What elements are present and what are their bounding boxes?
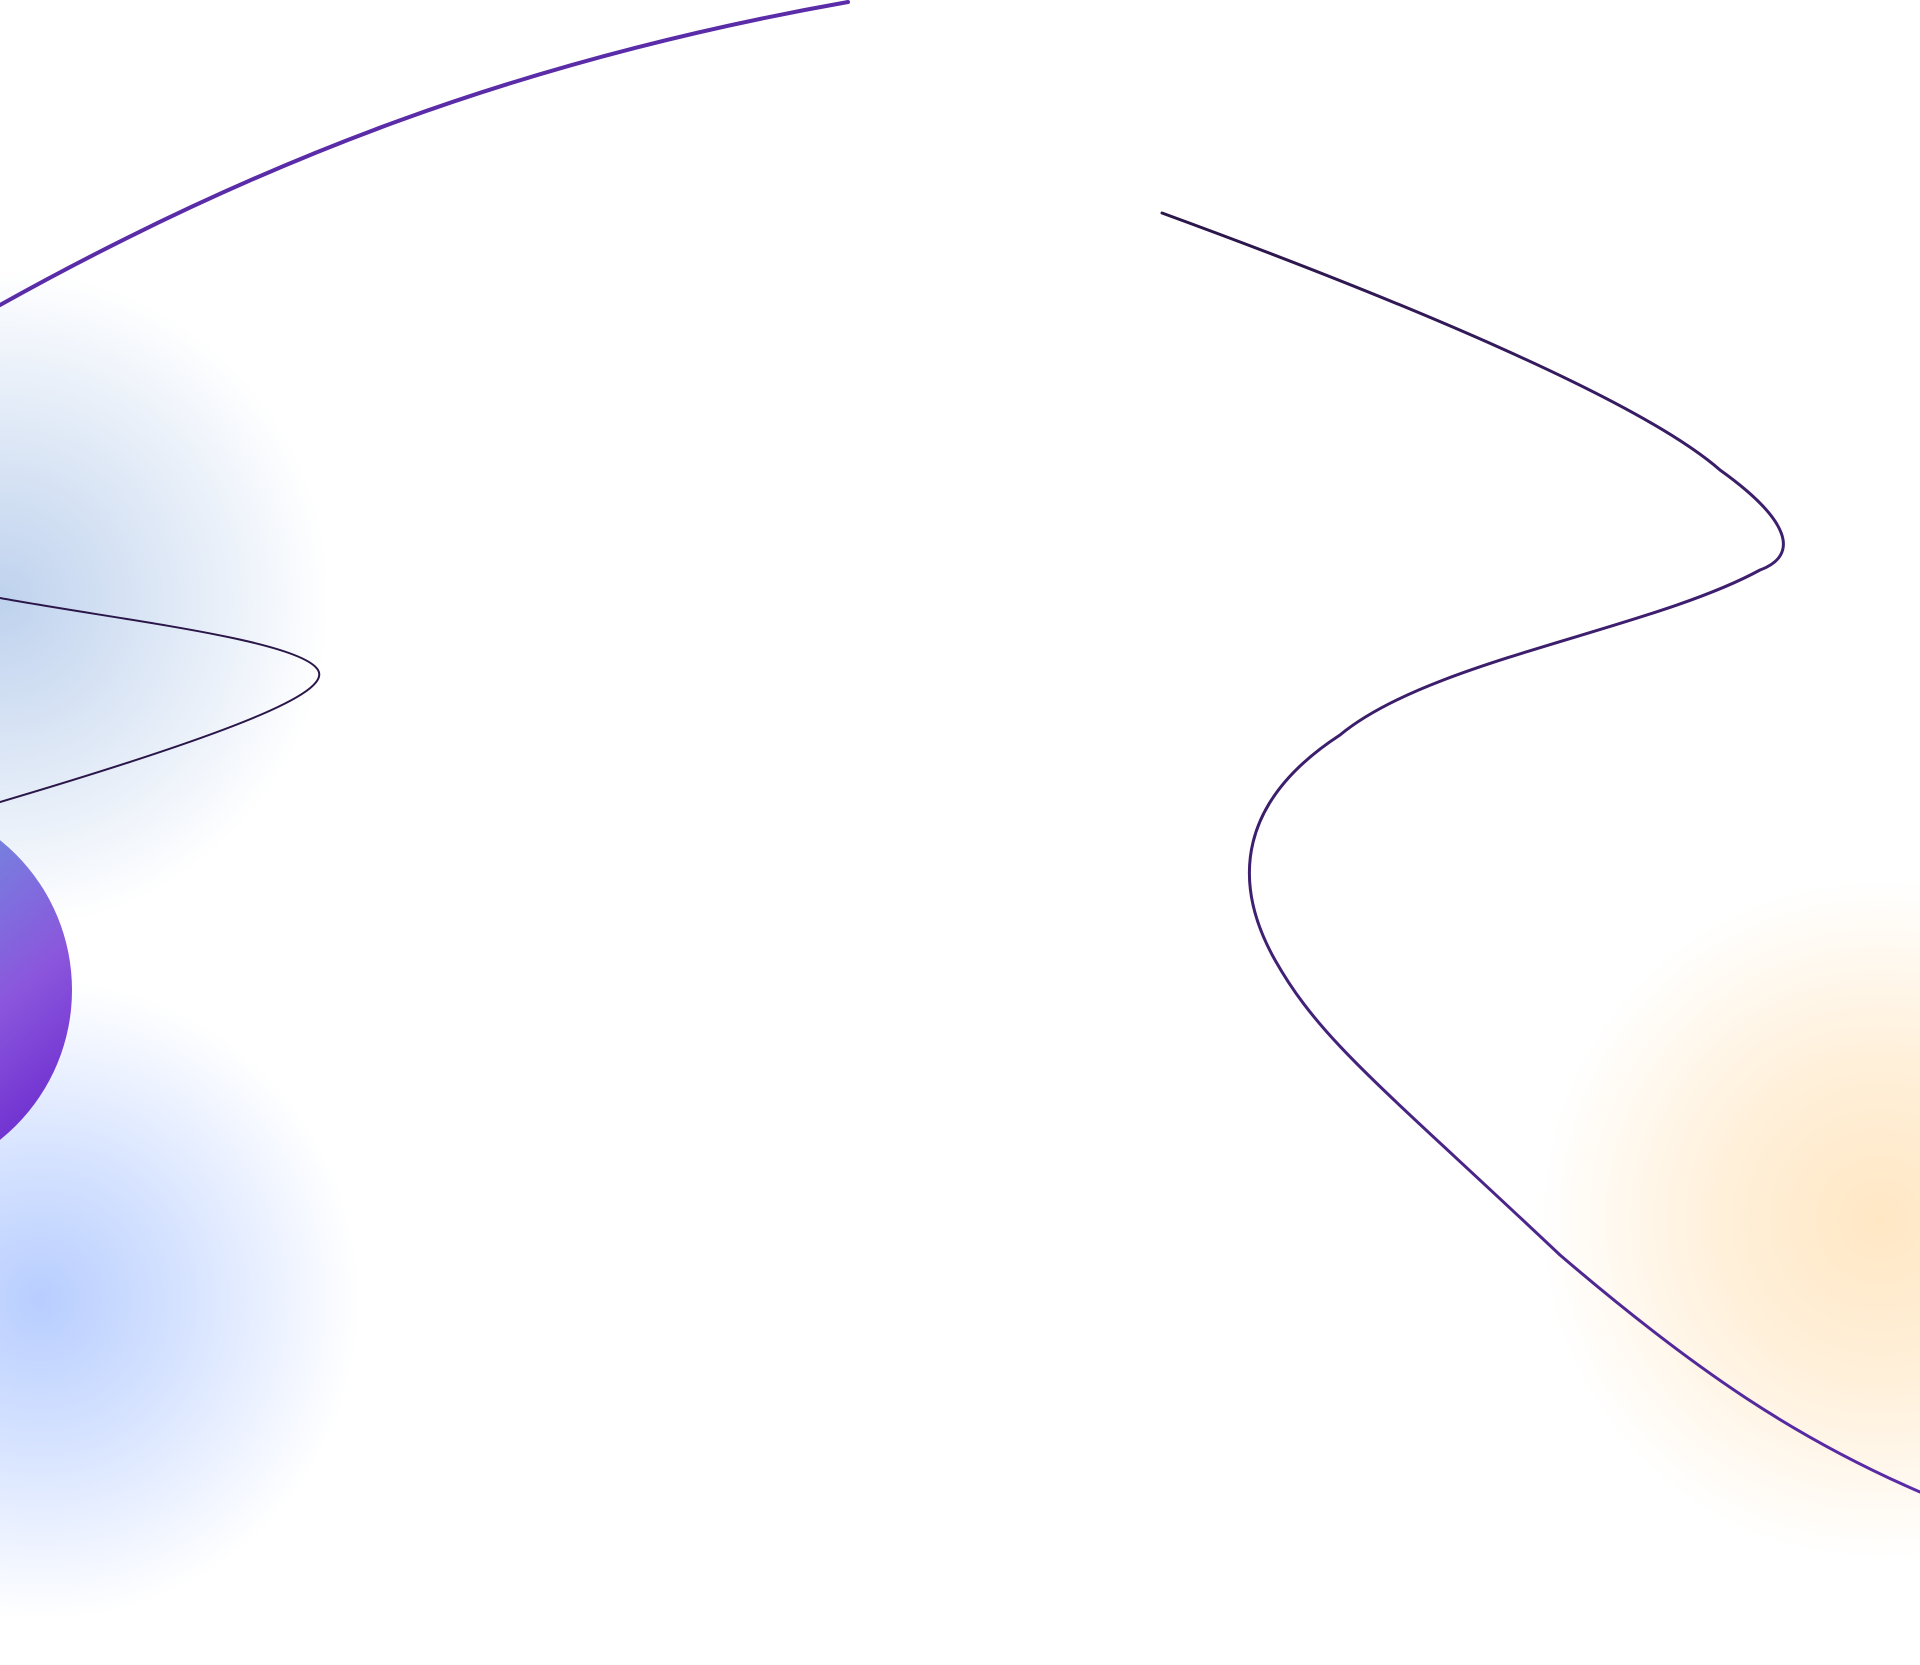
wave-curve [1160, 211, 1920, 1494]
orange-glow [1520, 860, 1920, 1580]
gradient-orb [0, 840, 72, 1140]
blue-glow-bottom [0, 970, 360, 1630]
purple-arc [0, 0, 850, 307]
loop-curve [0, 597, 321, 803]
blue-glow [0, 270, 360, 1630]
blue-glow-top [0, 270, 340, 930]
